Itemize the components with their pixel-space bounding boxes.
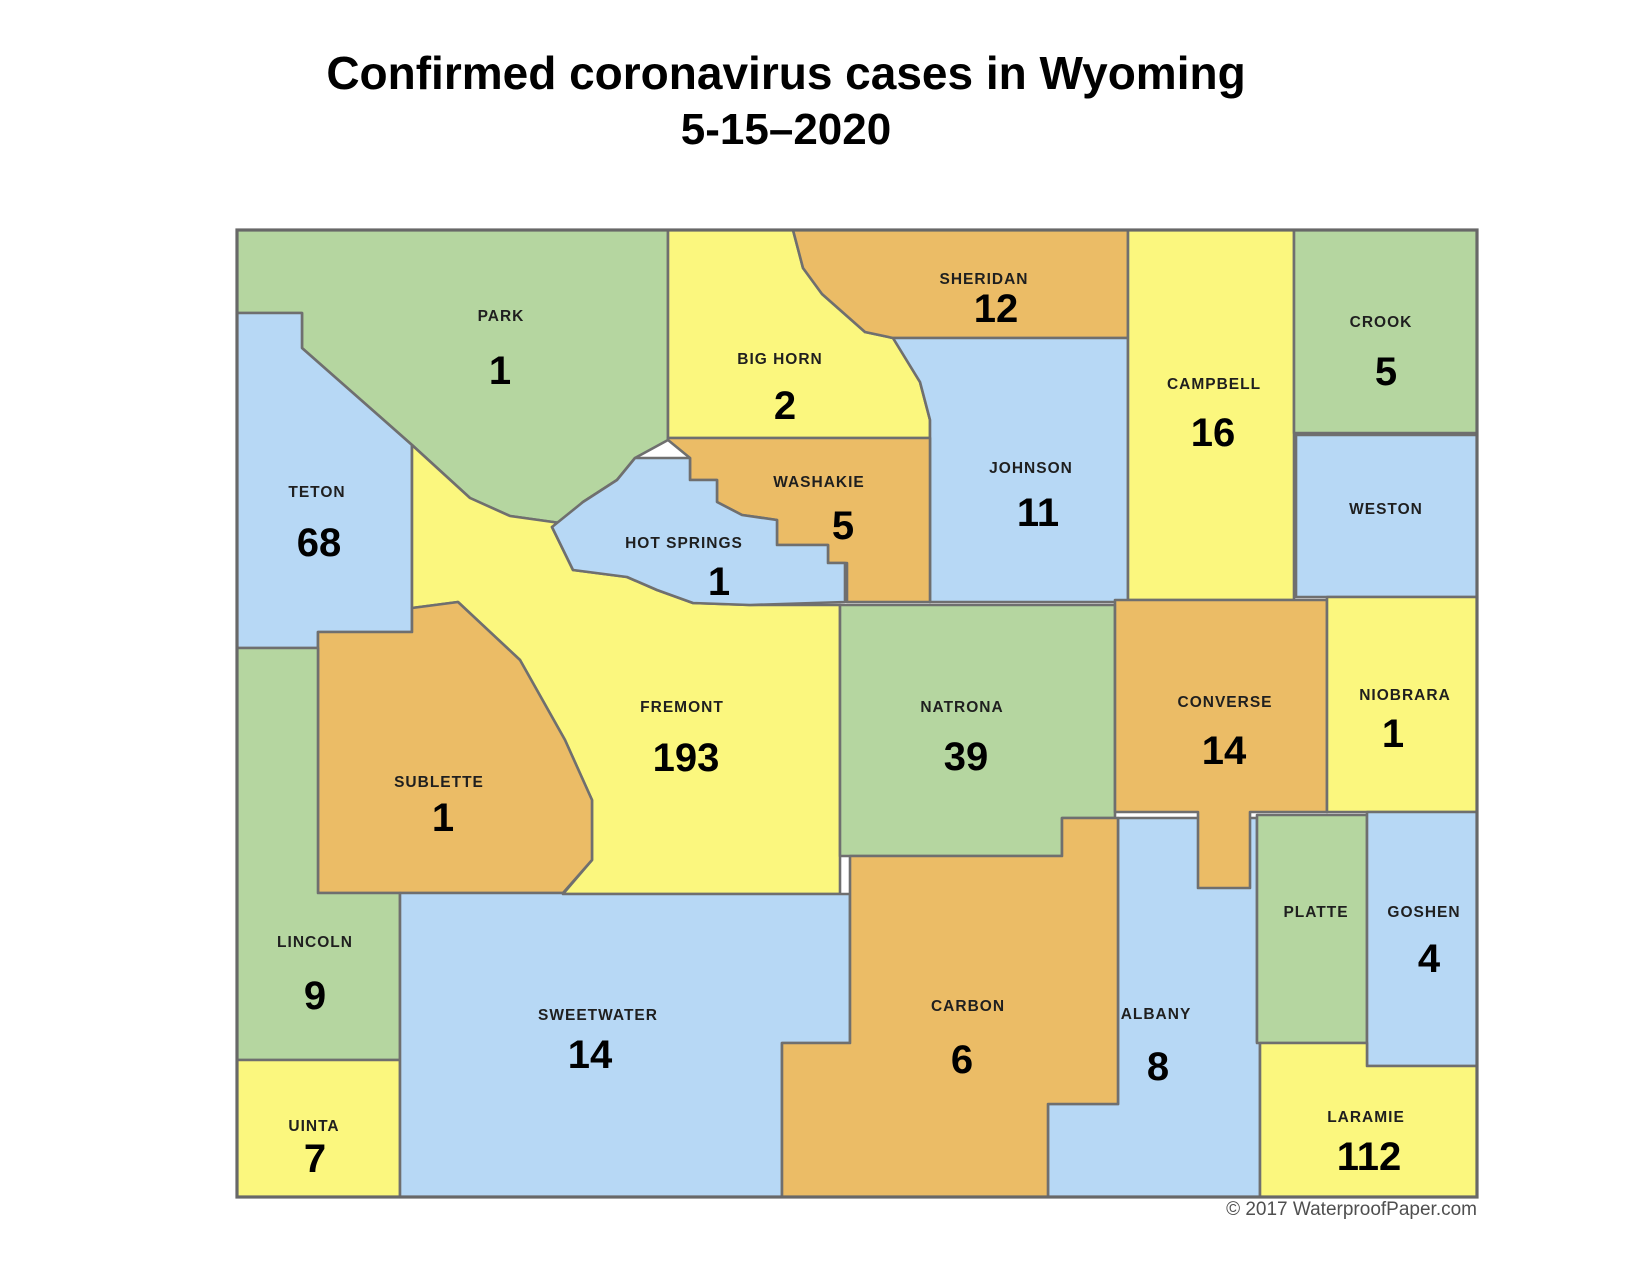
county-crook-cases: 5 <box>1375 350 1397 394</box>
county-niobrara-label: NIOBRARA <box>1359 687 1451 704</box>
county-teton-label: TETON <box>288 484 345 501</box>
county-platte: PLATTE <box>1255 813 1369 1045</box>
county-sheridan-cases: 12 <box>974 287 1019 331</box>
county-crook: CROOK 5 <box>1292 228 1479 435</box>
county-hot-springs: HOT SPRINGS 1 <box>550 456 847 607</box>
county-washakie-cases: 5 <box>832 504 854 548</box>
county-natrona: NATRONA 39 <box>838 603 1117 858</box>
county-converse-label: CONVERSE <box>1178 694 1273 711</box>
county-crook-label: CROOK <box>1350 314 1413 331</box>
county-carbon-shape <box>780 816 1120 1199</box>
county-hot-springs-label: HOT SPRINGS <box>625 535 743 552</box>
county-johnson-label: JOHNSON <box>989 460 1073 477</box>
county-fremont-label: FREMONT <box>640 699 724 716</box>
county-uinta: UINTA 7 <box>235 1058 402 1199</box>
county-sweetwater-label: SWEETWATER <box>538 1007 658 1024</box>
county-sheridan-label: SHERIDAN <box>940 271 1029 288</box>
county-natrona-cases: 39 <box>944 735 989 779</box>
county-carbon: CARBON 6 <box>780 816 1120 1199</box>
county-goshen-label: GOSHEN <box>1387 904 1460 921</box>
county-uinta-label: UINTA <box>288 1118 339 1135</box>
county-crook-shape <box>1292 228 1479 435</box>
county-big-horn-cases: 2 <box>774 384 796 428</box>
county-fremont-cases: 193 <box>653 736 720 780</box>
page-title: Confirmed coronavirus cases in Wyoming <box>326 47 1245 99</box>
county-hot-springs-cases: 1 <box>708 560 730 604</box>
copyright-notice: © 2017 WaterproofPaper.com <box>1226 1199 1477 1220</box>
county-sweetwater-cases: 14 <box>568 1033 613 1077</box>
county-campbell: CAMPBELL 16 <box>1126 228 1296 602</box>
county-park-cases: 1 <box>489 349 511 393</box>
county-hot-springs-shape <box>550 456 847 607</box>
county-park-label: PARK <box>478 308 525 325</box>
county-weston-label: WESTON <box>1349 501 1423 518</box>
county-sublette: SUBLETTE 1 <box>316 600 594 895</box>
county-converse-cases: 14 <box>1202 729 1247 773</box>
county-teton-cases: 68 <box>297 521 342 565</box>
county-johnson-cases: 11 <box>1017 491 1059 535</box>
county-weston: WESTON <box>1294 433 1479 599</box>
county-niobrara-cases: 1 <box>1382 712 1404 756</box>
county-campbell-cases: 16 <box>1191 411 1236 455</box>
county-laramie-label: LARAMIE <box>1327 1109 1405 1126</box>
county-carbon-label: CARBON <box>931 998 1005 1015</box>
county-sublette-label: SUBLETTE <box>394 774 484 791</box>
county-niobrara-shape <box>1325 595 1479 814</box>
county-campbell-label: CAMPBELL <box>1167 376 1261 393</box>
county-uinta-cases: 7 <box>304 1137 326 1181</box>
county-lincoln-cases: 9 <box>304 974 326 1018</box>
county-washakie-label: WASHAKIE <box>773 474 865 491</box>
county-albany-label: ALBANY <box>1121 1006 1192 1023</box>
county-albany-cases: 8 <box>1147 1045 1169 1089</box>
county-niobrara: NIOBRARA 1 <box>1325 595 1479 814</box>
county-goshen-cases: 4 <box>1418 937 1441 981</box>
page-subtitle-date: 5-15–2020 <box>681 105 891 154</box>
county-goshen: GOSHEN 4 <box>1365 810 1479 1068</box>
county-johnson: JOHNSON 11 <box>891 336 1130 604</box>
county-laramie-cases: 112 <box>1337 1135 1402 1179</box>
county-sublette-cases: 1 <box>432 796 454 840</box>
county-carbon-cases: 6 <box>951 1038 973 1082</box>
county-laramie: LARAMIE 112 <box>1258 1041 1479 1199</box>
state-border <box>235 228 1479 1199</box>
county-platte-label: PLATTE <box>1283 904 1348 921</box>
county-platte-shape <box>1255 813 1369 1045</box>
county-natrona-label: NATRONA <box>920 699 1003 716</box>
county-big-horn-label: BIG HORN <box>737 351 823 368</box>
county-lincoln-label: LINCOLN <box>277 934 353 951</box>
county-teton: TETON 68 <box>235 311 414 650</box>
